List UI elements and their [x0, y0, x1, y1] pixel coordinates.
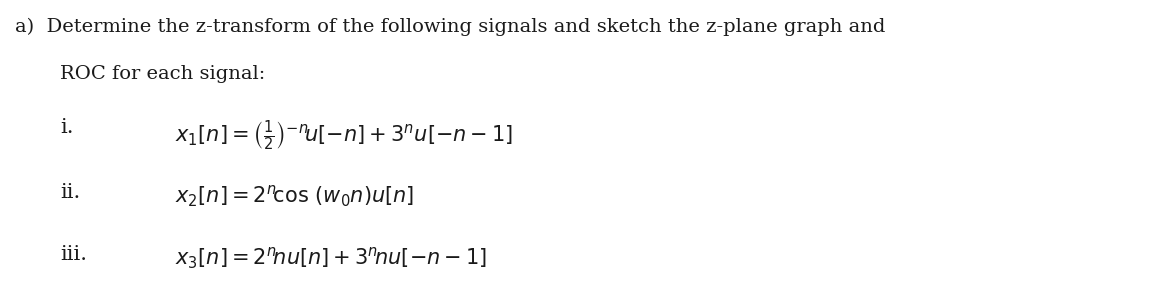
- Text: i.: i.: [60, 118, 74, 137]
- Text: ROC for each signal:: ROC for each signal:: [60, 65, 265, 83]
- Text: ii.: ii.: [60, 183, 81, 202]
- Text: $x_2[n] = 2^n\!\cos\,(w_0 n)u[n]$: $x_2[n] = 2^n\!\cos\,(w_0 n)u[n]$: [175, 183, 414, 209]
- Text: iii.: iii.: [60, 245, 86, 264]
- Text: $x_1[n] = \left(\frac{1}{2}\right)^{-n}\!u[-n] + 3^n u[-n-1]$: $x_1[n] = \left(\frac{1}{2}\right)^{-n}\…: [175, 118, 513, 153]
- Text: a)  Determine the z-transform of the following signals and sketch the z-plane gr: a) Determine the z-transform of the foll…: [15, 18, 886, 36]
- Text: $x_3[n] = 2^n\!nu[n] + 3^n\!nu[-n-1]$: $x_3[n] = 2^n\!nu[n] + 3^n\!nu[-n-1]$: [175, 245, 487, 271]
